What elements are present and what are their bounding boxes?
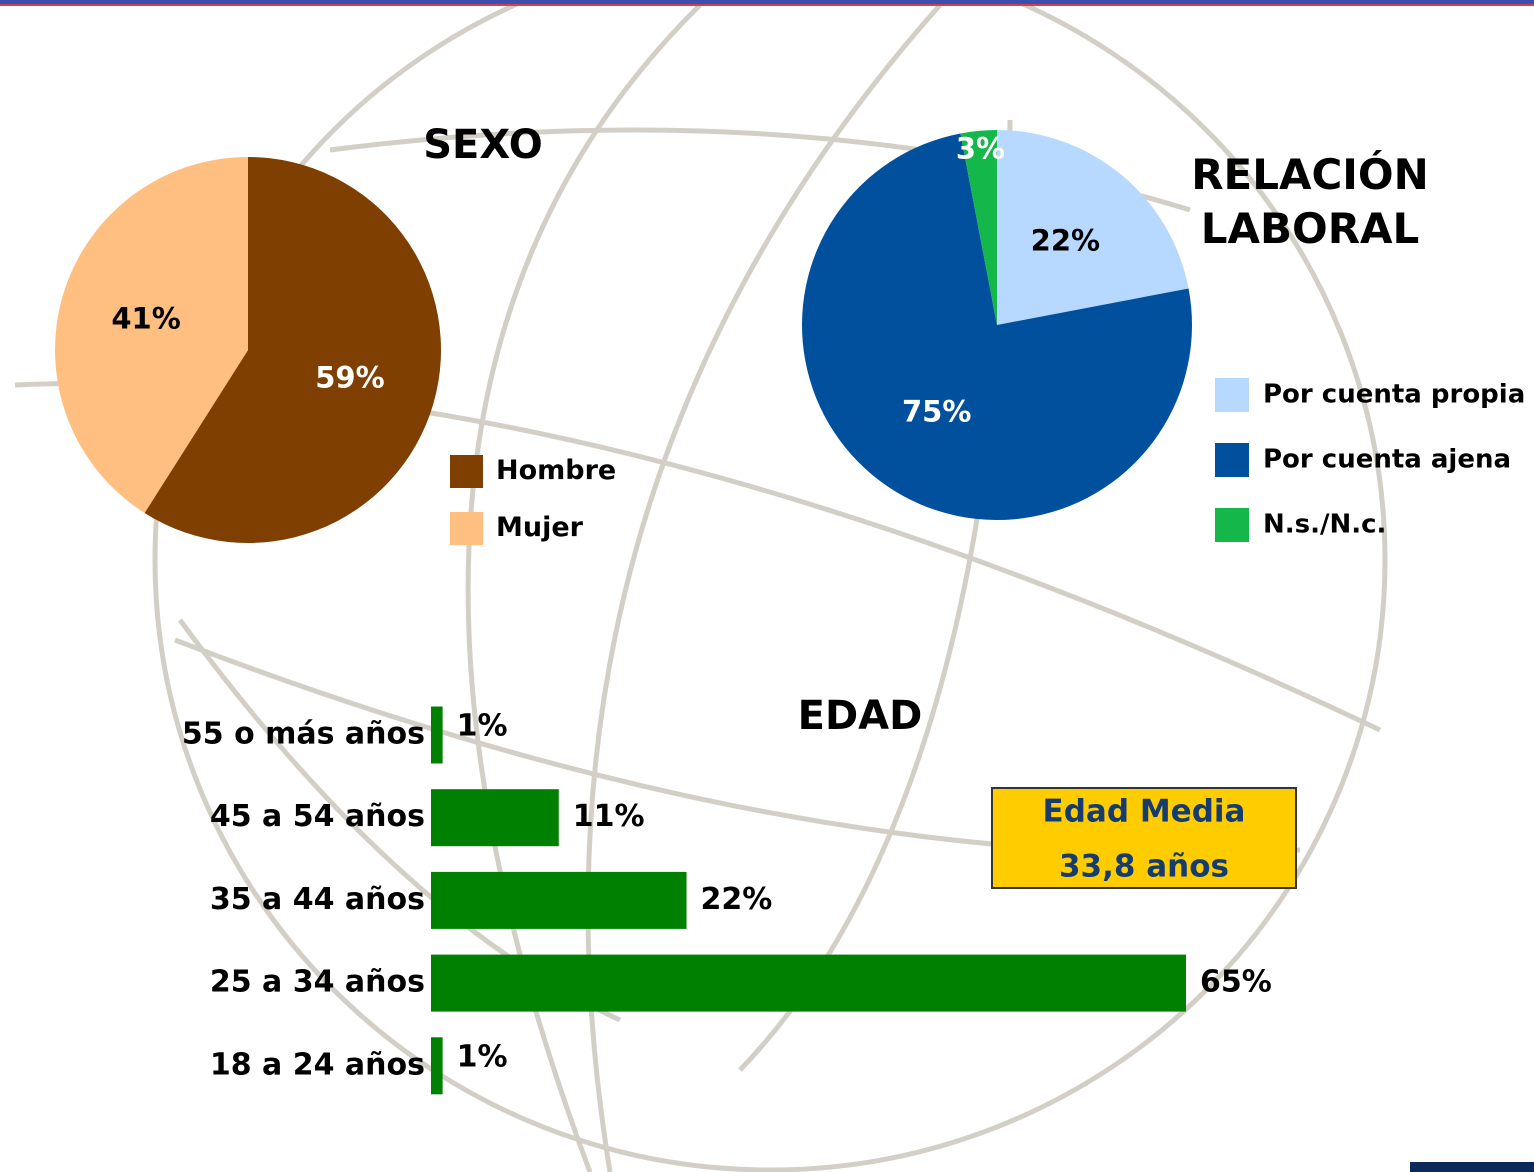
bar: [431, 871, 687, 929]
legend-swatch: [1215, 508, 1249, 542]
legend-label: Mujer: [496, 512, 584, 543]
pie-value-label: 75%: [902, 395, 971, 429]
bar-value-label: 11%: [573, 799, 645, 834]
category-label: 25 a 34 años: [210, 965, 425, 1000]
chart-title: SEXO: [423, 122, 543, 168]
annotation-box: [991, 787, 1297, 889]
category-label: 35 a 44 años: [210, 882, 425, 917]
corner-logo: [1410, 1162, 1534, 1172]
legend-swatch: [1215, 378, 1249, 412]
chart-title: RELACIÓN LABORAL: [1191, 150, 1429, 253]
pie-slice: [144, 157, 442, 543]
category-label: 45 a 54 años: [210, 799, 425, 834]
legend-label: Por cuenta ajena: [1263, 445, 1511, 475]
top-border-accent: [0, 4, 1534, 6]
bar-value-label: 1%: [457, 1039, 508, 1074]
bar-value-label: 22%: [701, 882, 773, 917]
annotation-text: 33,8 años: [1059, 849, 1229, 885]
pie-slice: [997, 130, 1189, 325]
bar: [431, 706, 443, 764]
bar: [431, 789, 559, 847]
chart-title: EDAD: [798, 693, 923, 739]
pie-value-label: 41%: [111, 301, 180, 335]
bar: [431, 954, 1186, 1012]
pie-value-label: 59%: [315, 361, 384, 395]
bar-value-label: 1%: [457, 709, 508, 744]
legend-label: N.s./N.c.: [1263, 510, 1386, 540]
chart-title-box: RELACIÓN LABORAL: [1191, 150, 1429, 253]
pie-slice: [960, 130, 997, 325]
top-border: [0, 0, 1534, 4]
legend-label: Por cuenta propia: [1263, 380, 1525, 410]
pie-value-label: 3%: [956, 131, 1005, 165]
annotation-text: Edad Media: [1043, 794, 1246, 830]
legend-swatch: [1215, 443, 1249, 477]
legend-label: Hombre: [496, 455, 616, 486]
legend-swatch: [450, 455, 483, 488]
pie-slice: [55, 157, 248, 513]
pie-slice: [802, 133, 1192, 520]
legend-swatch: [450, 512, 483, 545]
pie-value-label: 22%: [1031, 223, 1100, 257]
category-label: 55 o más años: [182, 717, 425, 752]
bar: [431, 1037, 443, 1095]
category-label: 18 a 24 años: [210, 1047, 425, 1082]
bar-value-label: 65%: [1200, 965, 1272, 1000]
